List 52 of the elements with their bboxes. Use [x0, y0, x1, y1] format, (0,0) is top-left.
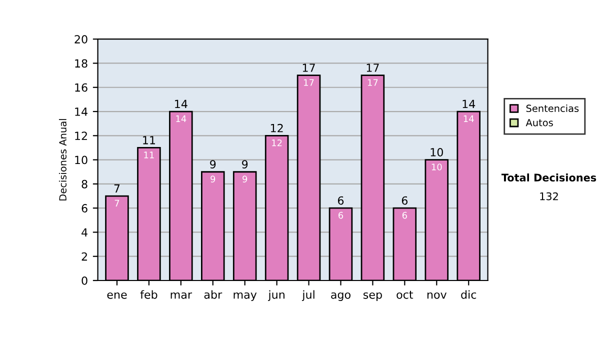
y-tick-label: 8 [82, 180, 88, 188]
total-label: 9 [210, 160, 216, 169]
x-tick-label: ago [331, 292, 350, 301]
y-tick-label: 18 [75, 59, 88, 68]
total-label: 6 [402, 196, 408, 205]
total-label: 6 [338, 196, 344, 205]
data-label: 6 [402, 212, 407, 219]
x-tick-label: may [234, 292, 257, 301]
data-label: 6 [338, 212, 344, 219]
data-label: 11 [144, 152, 154, 158]
text: 132 [540, 192, 558, 200]
data-label: 17 [304, 79, 314, 86]
y-tick-label: 6 [82, 204, 88, 212]
legend-label: Autos [526, 119, 553, 126]
x-tick-label: abr [204, 290, 222, 299]
total-label: 7 [114, 184, 120, 192]
y-tick-label: 0 [82, 276, 88, 285]
total-label: 14 [462, 100, 476, 108]
data-label: 7 [114, 200, 120, 206]
x-tick-label: ene [107, 292, 127, 299]
y-tick-label: 10 [75, 156, 88, 164]
data-label: 14 [464, 115, 474, 122]
total-label: 10 [430, 148, 443, 156]
x-tick-label: mar [170, 292, 192, 299]
legend-label: Sentencias [526, 104, 579, 112]
data-label: 17 [368, 79, 378, 86]
x-tick-label: nov [427, 292, 447, 299]
data-label: 10 [432, 164, 442, 170]
y-tick-label: 4 [82, 228, 88, 236]
data-label: 9 [210, 176, 216, 182]
data-label: 12 [272, 139, 282, 146]
x-tick-label: sep [363, 292, 382, 301]
x-tick-label: oct [396, 290, 414, 299]
total-label: 17 [302, 64, 315, 72]
x-tick-label: jul [302, 290, 314, 301]
total-label: 11 [143, 136, 155, 144]
y-axis-title: Decisiones Anual [58, 119, 66, 200]
total-label: 17 [366, 64, 379, 72]
text: Total Decisiones [501, 173, 596, 182]
y-tick-label: 14 [75, 108, 88, 116]
y-tick-label: 12 [75, 132, 87, 140]
data-label: 14 [176, 115, 186, 122]
x-tick-label: feb [140, 290, 158, 299]
total-label: 14 [175, 100, 188, 108]
y-tick-label: 16 [75, 83, 88, 92]
total-label: 9 [242, 160, 248, 169]
y-tick-label: 2 [82, 252, 87, 261]
total-label: 12 [270, 124, 283, 132]
data-label: 9 [242, 176, 248, 182]
x-tick-label: jun [268, 290, 284, 301]
y-tick-label: 20 [74, 35, 88, 44]
x-tick-label: dic [461, 290, 476, 299]
